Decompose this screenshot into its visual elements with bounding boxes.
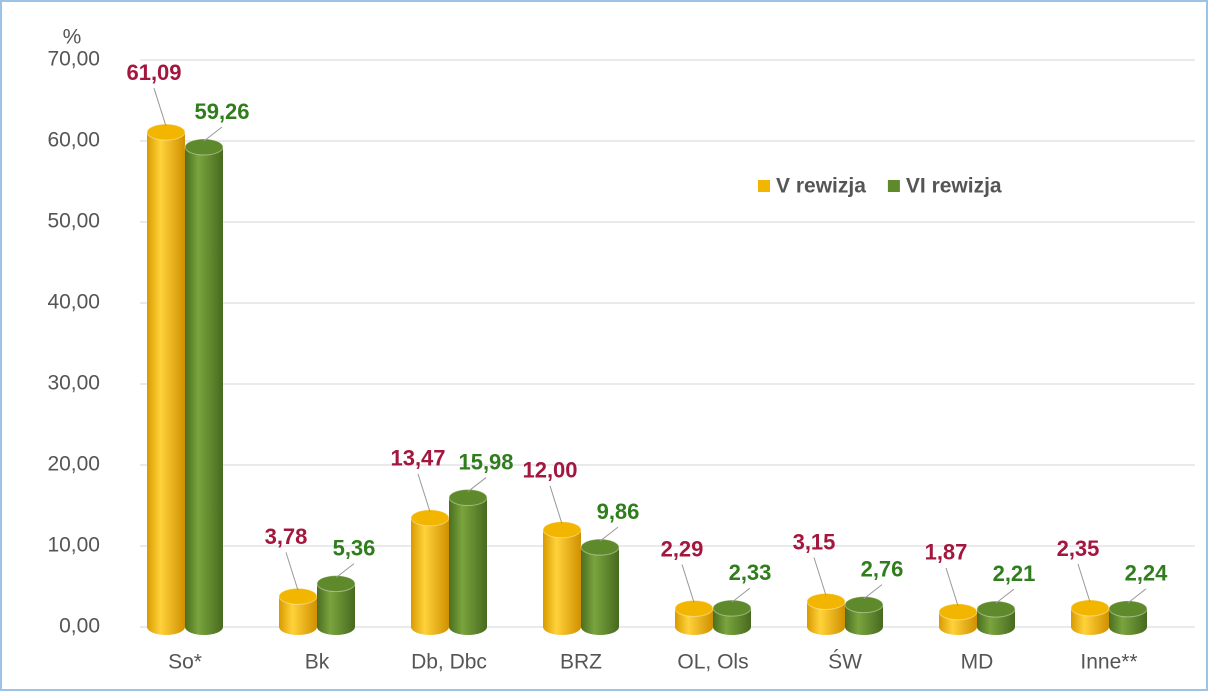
leader-line — [549, 485, 563, 524]
leader-line — [1127, 588, 1147, 604]
x-tick-label: So* — [168, 651, 202, 674]
y-tick-label: 40,00 — [47, 291, 100, 314]
value-label: 12,00 — [522, 458, 577, 483]
leader-line — [995, 588, 1015, 604]
bar — [185, 146, 223, 627]
x-tick-label: MD — [961, 651, 994, 674]
value-label: 59,26 — [194, 99, 249, 124]
leader-line — [863, 584, 883, 600]
bar-top — [278, 587, 318, 605]
leader-line — [285, 552, 299, 591]
bar-top — [184, 138, 224, 156]
bar-top — [1108, 600, 1148, 618]
leader-line — [945, 567, 959, 607]
leader-line — [681, 564, 695, 603]
y-tick-label: 10,00 — [47, 534, 100, 557]
y-tick-label: 20,00 — [47, 453, 100, 476]
bar-top — [146, 123, 186, 141]
bar-top — [976, 600, 1016, 618]
bar-top — [448, 489, 488, 507]
y-unit-label: % — [63, 26, 82, 49]
bar-top — [674, 599, 714, 617]
x-tick-label: Inne** — [1080, 651, 1137, 674]
y-tick-label: 0,00 — [59, 615, 100, 638]
bar — [543, 529, 581, 627]
bar — [411, 517, 449, 627]
x-tick-label: Db, Dbc — [411, 651, 487, 674]
bar — [581, 547, 619, 627]
leader-line — [203, 126, 223, 142]
bar-top — [938, 603, 978, 621]
value-label: 3,78 — [265, 524, 308, 549]
value-label: 3,15 — [793, 529, 836, 554]
leader-line — [467, 477, 487, 492]
value-label: 13,47 — [390, 446, 445, 471]
y-tick-label: 50,00 — [47, 210, 100, 233]
bar-top — [1070, 599, 1110, 617]
x-tick-label: ŚW — [828, 650, 862, 674]
value-label: 61,09 — [126, 60, 181, 85]
leader-line — [731, 587, 751, 603]
leader-line — [417, 473, 431, 513]
bar-top — [806, 592, 846, 610]
leader-line — [153, 88, 167, 127]
value-label: 2,24 — [1125, 561, 1169, 586]
bar-top — [712, 599, 752, 617]
legend-label: VI rewizja — [906, 175, 1002, 198]
value-label: 1,87 — [925, 540, 968, 565]
bar — [449, 497, 487, 627]
x-tick-label: OL, Ols — [677, 651, 748, 674]
value-label: 2,35 — [1057, 536, 1100, 561]
y-tick-label: 30,00 — [47, 372, 100, 395]
legend-swatch — [887, 180, 900, 192]
bar-top — [542, 521, 582, 539]
bar-top — [844, 596, 884, 614]
leader-line — [813, 557, 827, 596]
value-label: 15,98 — [458, 449, 513, 474]
value-label: 2,21 — [993, 561, 1036, 586]
leader-line — [335, 563, 355, 578]
legend-swatch — [758, 180, 770, 192]
legend-label: V rewizja — [776, 175, 866, 198]
leader-line — [599, 526, 619, 542]
y-tick-label: 70,00 — [47, 48, 100, 71]
value-label: 5,36 — [333, 535, 376, 560]
x-tick-label: Bk — [305, 651, 330, 674]
value-label: 2,76 — [861, 556, 904, 581]
y-tick-label: 60,00 — [47, 129, 100, 152]
bar-top — [316, 575, 356, 593]
value-label: 9,86 — [597, 499, 640, 524]
x-tick-label: BRZ — [560, 651, 602, 674]
leader-line — [1077, 563, 1091, 603]
bar-top — [580, 538, 620, 556]
value-label: 2,33 — [729, 560, 772, 585]
bar-top — [410, 509, 450, 527]
bar — [147, 132, 185, 627]
value-label: 2,29 — [661, 536, 704, 561]
